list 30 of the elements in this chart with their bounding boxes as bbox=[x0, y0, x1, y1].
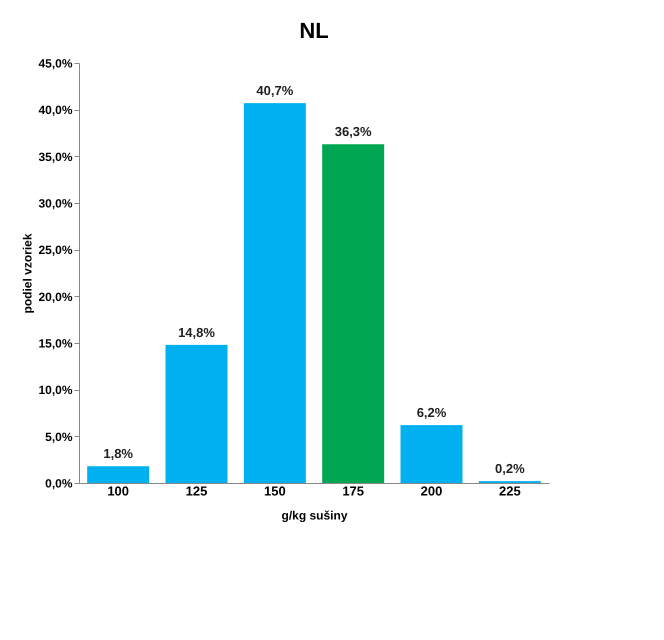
y-tick-label: 40,0% bbox=[38, 103, 73, 118]
y-tick-label: 30,0% bbox=[38, 196, 73, 210]
bar bbox=[244, 103, 306, 483]
y-tick-label: 20,0% bbox=[38, 290, 73, 304]
data-label: 0,2% bbox=[495, 461, 526, 476]
y-tick-label: 5,0% bbox=[45, 430, 73, 444]
bar bbox=[400, 425, 462, 483]
x-axis-title: g/kg sušiny bbox=[281, 508, 348, 522]
x-tick-label: 150 bbox=[264, 484, 286, 498]
x-tick-label: 200 bbox=[420, 484, 442, 498]
data-label: 1,8% bbox=[103, 446, 134, 462]
y-tick-label: 0,0% bbox=[45, 476, 73, 490]
data-label: 14,8% bbox=[178, 324, 216, 340]
data-label: 6,2% bbox=[416, 405, 447, 420]
bar bbox=[166, 344, 228, 483]
data-label: 40,7% bbox=[256, 83, 294, 98]
x-tick-label: 175 bbox=[342, 484, 364, 498]
bar bbox=[322, 144, 384, 483]
x-tick-label: 100 bbox=[107, 484, 130, 498]
bar bbox=[87, 466, 150, 483]
y-tick-label: 25,0% bbox=[38, 243, 73, 258]
chart-title: NL bbox=[299, 18, 329, 43]
x-tick-label: 125 bbox=[186, 484, 208, 498]
x-tick-label: 225 bbox=[498, 484, 521, 498]
y-tick-label: 10,0% bbox=[38, 383, 73, 398]
y-tick-label: 35,0% bbox=[38, 150, 73, 164]
y-tick-label: 45,0% bbox=[38, 56, 73, 70]
y-tick-label: 15,0% bbox=[38, 336, 73, 350]
data-label: 36,3% bbox=[334, 124, 372, 140]
y-axis-title: podiel vzoriek bbox=[20, 233, 34, 314]
